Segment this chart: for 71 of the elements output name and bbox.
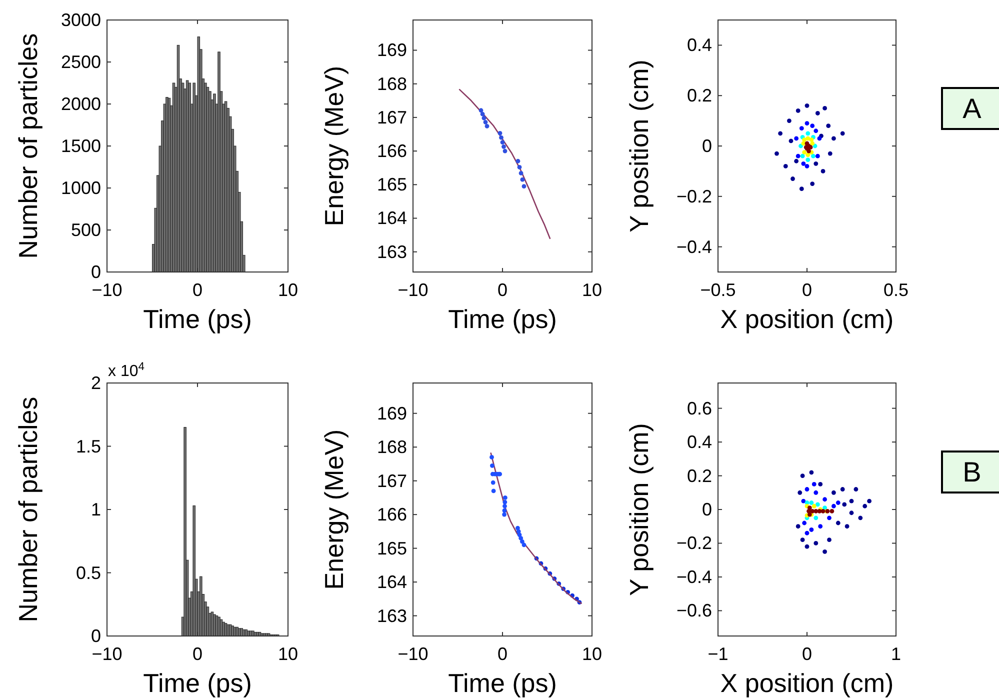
x-tick-label: −10 — [398, 280, 428, 300]
x-tick-label: −10 — [92, 280, 122, 300]
x-tick-label: −1 — [708, 644, 728, 664]
y-tick-label: 169 — [376, 403, 407, 424]
y-tick-label: −0.2 — [676, 533, 712, 554]
x-tick-label: −10 — [92, 644, 122, 664]
y-tick-label: 168 — [376, 74, 407, 94]
y-tick-label: 0.2 — [686, 86, 712, 106]
y-axis-title: Energy (MeV) — [319, 66, 349, 226]
y-tick-label: 167 — [376, 107, 407, 128]
x-tick-label: 0 — [497, 280, 508, 300]
y-tick-label: 0 — [702, 500, 712, 520]
y-tick-label: 167 — [376, 470, 407, 491]
text: B — [962, 456, 982, 488]
x-tick-label: 0.5 — [883, 280, 909, 300]
y-tick-label: 0.4 — [686, 432, 712, 452]
y-tick-label: 500 — [70, 220, 101, 240]
y-tick-label: 166 — [376, 141, 407, 162]
x-tick-label: 10 — [278, 644, 298, 664]
y-tick-label: 1.5 — [76, 436, 101, 456]
y-axis-title: Y position (cm) — [624, 423, 654, 596]
y-tick-label: 3000 — [60, 10, 101, 30]
y-tick-label: 0.4 — [686, 35, 712, 56]
x-tick-label: −0.5 — [700, 280, 736, 300]
y-tick-label: 164 — [376, 208, 407, 228]
x-tick-label: 0 — [192, 280, 203, 300]
x-axis-title: X position (cm) — [720, 668, 894, 698]
y-tick-label: −0.6 — [676, 600, 712, 621]
x-axis-title: X position (cm) — [720, 304, 894, 334]
x-axis-title: Time (ps) — [448, 304, 557, 334]
x-tick-label: 10 — [582, 644, 602, 664]
y-tick-label: 0 — [90, 262, 101, 282]
x-tick-label: 10 — [278, 280, 298, 300]
y-tick-label: 0.2 — [686, 466, 712, 486]
y-tick-label: 168 — [376, 437, 407, 458]
y-axis-title: Number of particles — [13, 396, 43, 622]
y-tick-label: 2 — [90, 373, 101, 393]
x-axis-title: Time (ps) — [448, 668, 557, 698]
y-tick-label: 2000 — [60, 94, 101, 114]
y-tick-label: 165 — [376, 174, 407, 195]
x-tick-label: 1 — [890, 644, 902, 664]
y-tick-label: 166 — [376, 504, 407, 525]
y-tick-label: 169 — [376, 40, 407, 60]
text: x 10$^{4}$ — [108, 361, 144, 380]
y-axis-title: Number of particles — [13, 33, 43, 259]
x-axis-title: Time (ps) — [143, 304, 252, 334]
y-tick-label: 0.6 — [686, 398, 712, 418]
y-tick-label: 163 — [376, 242, 407, 262]
x-tick-label: 0 — [497, 644, 508, 664]
y-axis-title: Energy (MeV) — [319, 429, 349, 590]
y-tick-label: 164 — [376, 572, 407, 592]
y-tick-label: 163 — [376, 606, 407, 626]
y-tick-label: −0.4 — [676, 566, 712, 587]
text: A — [962, 93, 982, 124]
y-tick-label: 0 — [702, 136, 712, 156]
x-axis-title: Time (ps) — [143, 668, 252, 698]
y-tick-label: −0.4 — [676, 236, 712, 257]
x-tick-label: 0 — [192, 644, 203, 664]
y-axis-title: Y position (cm) — [624, 60, 654, 232]
x-tick-label: 0 — [802, 280, 812, 300]
y-tick-label: 1000 — [60, 178, 101, 198]
y-tick-label: 1500 — [60, 136, 101, 156]
y-tick-label: 1 — [90, 500, 101, 520]
x-tick-label: 0 — [802, 644, 812, 664]
x-tick-label: −10 — [398, 644, 428, 664]
y-tick-label: 2500 — [60, 52, 101, 72]
y-tick-label: 0 — [90, 626, 101, 646]
y-tick-label: −0.2 — [676, 186, 712, 206]
y-tick-label: 0.5 — [76, 562, 101, 583]
y-tick-label: 165 — [376, 538, 407, 558]
x-tick-label: 10 — [582, 280, 602, 300]
